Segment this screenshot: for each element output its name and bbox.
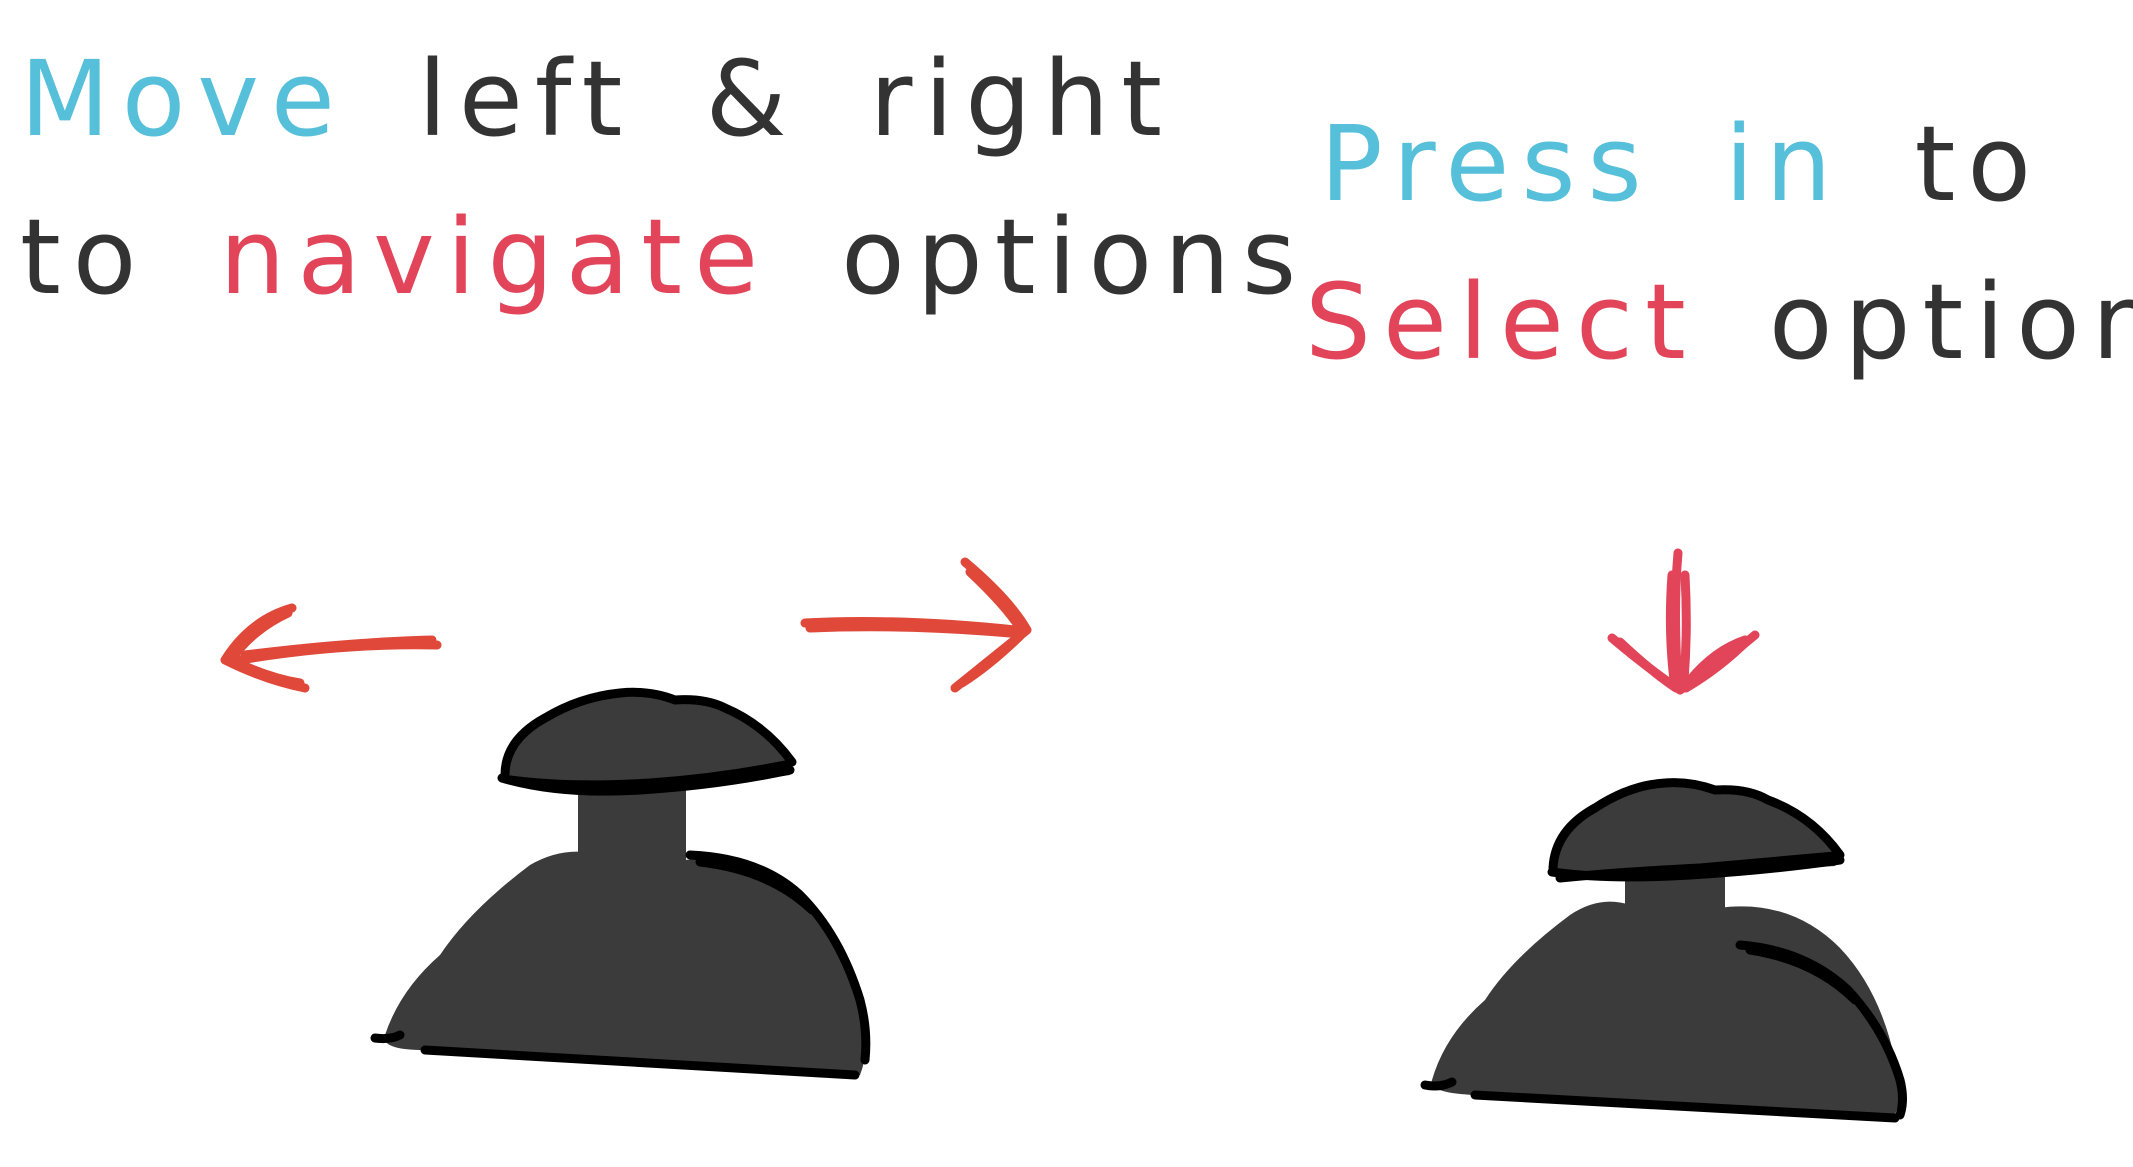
word-press-in: Press in [1320,103,1844,225]
text-options: options [770,196,1309,318]
down-arrow-icon [1607,548,1760,695]
caption-line-2: Select option [1305,243,2133,401]
select-instruction-panel: Press in to Select option [1200,0,2133,1167]
left-arrow-icon [220,603,442,693]
right-arrow-icon [800,557,1032,693]
text-option: option [1697,261,2133,383]
navigate-instruction-panel: Move left & right to navigate options [20,38,1296,1080]
word-select: Select [1305,261,1698,383]
joystick-icon [1420,778,1907,1123]
text-to: to [20,196,220,318]
word-navigate: navigate [219,196,771,318]
word-move: Move [20,38,347,160]
caption-line-1: Press in to [1305,85,2133,243]
select-caption: Press in to Select option [1305,85,2133,401]
navigate-caption: Move left & right to navigate options [20,20,1308,336]
caption-line-2: to navigate options [20,178,1308,336]
caption-line-1: Move left & right [20,20,1308,178]
text-left-right: left & right [346,38,1174,160]
select-figure [1420,548,1907,1123]
navigate-figure [220,557,1032,1080]
joystick-icon [370,687,871,1080]
text-to: to [1843,103,2044,225]
